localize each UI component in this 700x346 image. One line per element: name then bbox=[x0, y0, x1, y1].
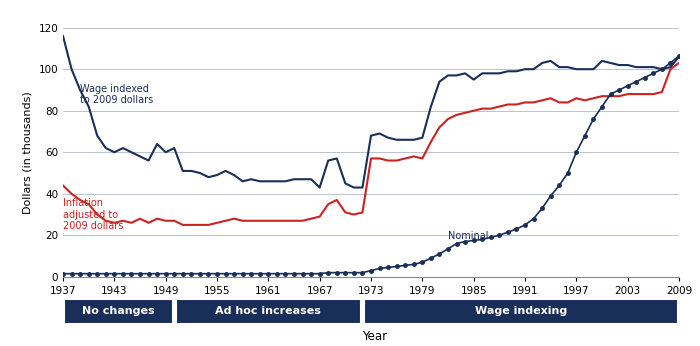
Y-axis label: Dollars (in thousands): Dollars (in thousands) bbox=[23, 91, 33, 213]
FancyBboxPatch shape bbox=[364, 299, 678, 324]
FancyBboxPatch shape bbox=[64, 299, 173, 324]
Text: Wage indexing: Wage indexing bbox=[475, 307, 567, 316]
FancyBboxPatch shape bbox=[176, 299, 361, 324]
Text: Inflation
adjusted to
2009 dollars: Inflation adjusted to 2009 dollars bbox=[63, 198, 123, 231]
Text: Wage indexed
to 2009 dollars: Wage indexed to 2009 dollars bbox=[80, 84, 153, 105]
Text: Year: Year bbox=[362, 329, 387, 343]
Text: Ad hoc increases: Ad hoc increases bbox=[216, 307, 321, 316]
Text: No changes: No changes bbox=[83, 307, 155, 316]
Text: Nominal: Nominal bbox=[448, 231, 489, 241]
